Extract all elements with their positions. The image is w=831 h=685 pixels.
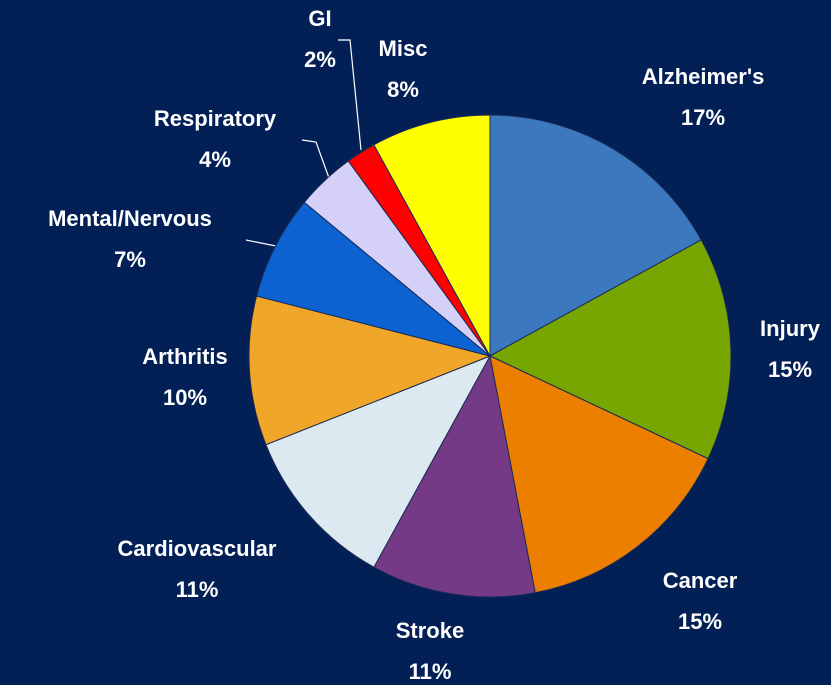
slice-value-label: 10% [163,385,207,410]
slice-value-label: 15% [768,357,812,382]
slice-label: Cardiovascular [118,536,277,561]
slice-value-label: 2% [304,47,336,72]
pie-slice [489,114,702,357]
slice-label: Mental/Nervous [48,206,212,231]
pie-slice [265,355,492,568]
slice-label: Arthritis [142,344,228,369]
slice-value-label: 15% [678,609,722,634]
slice-label: Injury [760,316,821,341]
leader-line [301,139,330,179]
leader-line [245,239,277,247]
slice-label: Stroke [396,618,464,643]
pie-slice [248,295,492,446]
slice-value-label: 8% [387,77,419,102]
slice-value-label: 4% [199,147,231,172]
pie-slice [373,354,536,598]
slice-value-label: 11% [176,577,219,602]
pie-slice [489,355,709,594]
slice-value-label: 7% [114,247,146,272]
slice-value-label: 11% [409,659,452,684]
pie-slice [255,201,491,357]
slice-label: Cancer [663,568,738,593]
slice-label: Misc [379,36,428,61]
slice-label: GI [308,6,331,31]
leader-line [338,39,362,151]
slice-value-label: 17% [681,105,725,130]
pie-slice [373,114,491,357]
pie-slice [488,239,732,460]
slice-label: Respiratory [154,106,277,131]
slice-label: Alzheimer's [642,64,765,89]
